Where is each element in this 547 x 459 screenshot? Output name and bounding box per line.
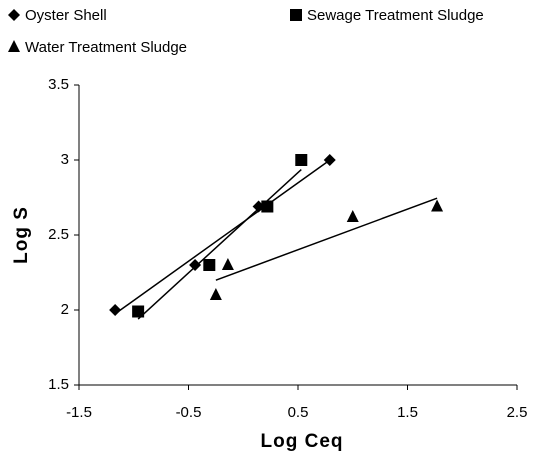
point: [431, 199, 444, 212]
legend-label: Water Treatment Sludge: [25, 39, 187, 56]
point: [203, 259, 216, 271]
trendline: [137, 168, 302, 320]
x-tick-label: -0.5: [176, 404, 202, 421]
point: [189, 259, 202, 271]
y-axis-label: Log S: [11, 206, 32, 264]
x-tick-label: 2.5: [507, 404, 528, 421]
legend-marker: [8, 40, 20, 52]
x-axis-label: Log Ceq: [261, 431, 344, 452]
y-tick-label: 3: [61, 151, 69, 168]
legend-label: Oyster Shell: [25, 7, 107, 24]
x-tick-label: 0.5: [288, 404, 309, 421]
legend-label: Sewage Treatment Sludge: [307, 7, 484, 24]
point: [109, 304, 122, 316]
point: [346, 210, 359, 222]
y-tick-label: 1.5: [48, 376, 69, 393]
x-tick-label: 1.5: [397, 404, 418, 421]
y-tick-label: 3.5: [48, 76, 69, 93]
y-tick-label: 2: [61, 301, 69, 318]
legend-marker: [8, 9, 20, 21]
point: [209, 288, 222, 300]
legend-marker: [290, 9, 302, 21]
trendline: [215, 197, 438, 281]
x-tick-label: -1.5: [66, 404, 92, 421]
point: [261, 200, 274, 213]
y-tick-label: 2.5: [48, 226, 69, 243]
point: [132, 305, 145, 318]
trendline: [114, 159, 331, 315]
point: [323, 154, 336, 166]
point: [221, 258, 234, 270]
point: [295, 154, 308, 166]
